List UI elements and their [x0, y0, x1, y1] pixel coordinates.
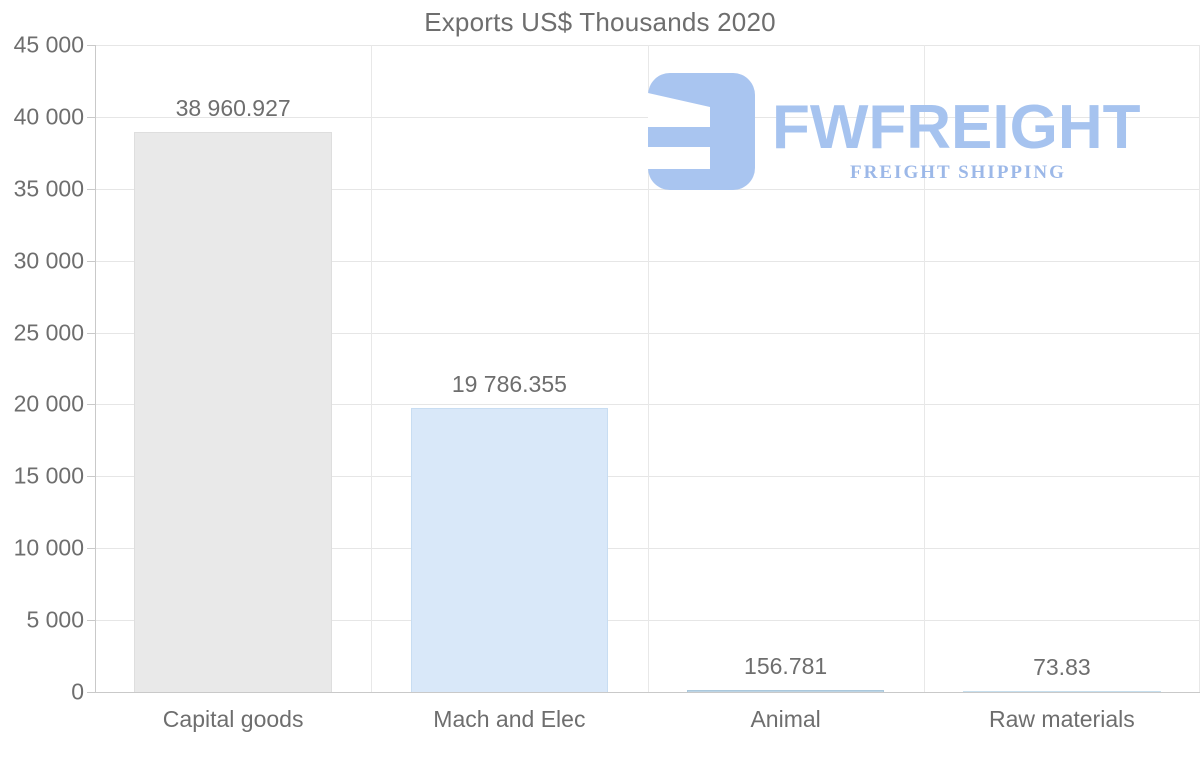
y-tick-mark — [87, 620, 95, 622]
category-label-mach-and-elec: Mach and Elec — [433, 706, 586, 732]
y-tick-label: 10 000 — [13, 534, 84, 561]
logo-brand-text: FWFREIGHT — [772, 93, 1141, 162]
category-label-animal: Animal — [750, 706, 821, 732]
y-tick-mark — [87, 116, 95, 118]
y-tick-mark — [87, 188, 95, 190]
value-label-capital-goods: 38 960.927 — [175, 94, 291, 121]
x-axis-line — [87, 692, 1200, 693]
y-tick-label: 20 000 — [13, 390, 84, 417]
category-label-raw-materials: Raw materials — [989, 706, 1135, 732]
gridline-x-2 — [647, 45, 649, 692]
y-tick-label: 40 000 — [13, 103, 84, 130]
bar-animal — [686, 689, 885, 692]
bar-raw-materials — [963, 690, 1161, 692]
fwfreight-logo-mark-icon — [648, 73, 755, 190]
y-tick-label: 5 000 — [26, 606, 84, 633]
y-tick-mark — [87, 548, 95, 550]
y-tick-label: 25 000 — [13, 319, 84, 346]
fwfreight-logo: FWFREIGHT FREIGHT SHIPPING — [648, 73, 1148, 193]
value-label-mach-and-elec: 19 786.355 — [451, 370, 567, 397]
gridline-x-3 — [923, 45, 925, 692]
y-tick-label: 45 000 — [13, 31, 84, 58]
gridline-x-1 — [371, 45, 373, 692]
y-tick-label: 30 000 — [13, 247, 84, 274]
y-tick-mark — [87, 45, 95, 46]
y-tick-mark — [87, 260, 95, 262]
bar-mach-and-elec — [410, 407, 609, 692]
value-label-animal: 156.781 — [744, 652, 828, 679]
chart-title: Exports US$ Thousands 2020 — [424, 7, 776, 37]
y-tick-label: 35 000 — [13, 175, 84, 202]
y-axis-line — [95, 45, 96, 692]
value-label-raw-materials: 73.83 — [1033, 653, 1091, 680]
category-label-capital-goods: Capital goods — [162, 706, 304, 732]
y-tick-mark — [87, 332, 95, 334]
y-tick-label: 15 000 — [13, 462, 84, 489]
logo-tagline-text: FREIGHT SHIPPING — [850, 162, 1066, 183]
y-tick-label: 0 — [71, 678, 84, 705]
y-tick-mark — [87, 476, 95, 478]
y-tick-mark — [87, 404, 95, 406]
bar-capital-goods — [134, 131, 332, 692]
